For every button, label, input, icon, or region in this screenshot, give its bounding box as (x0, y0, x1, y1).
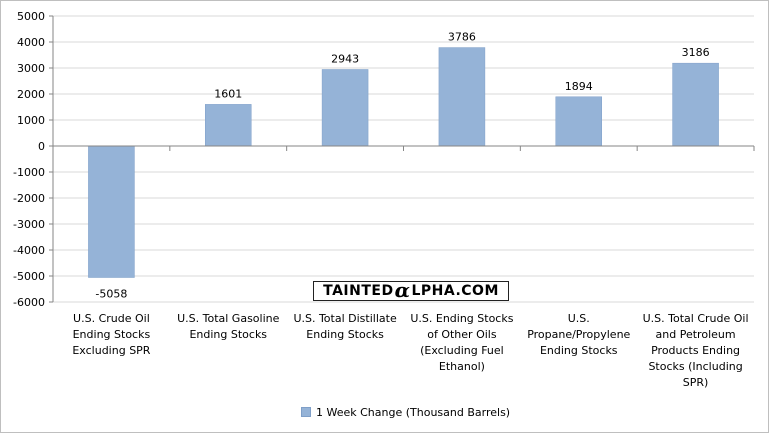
bar (205, 104, 252, 147)
bar (88, 145, 135, 278)
data-label: 3186 (682, 46, 710, 59)
y-tick-label: 4000 (17, 36, 45, 49)
y-tick-label: 5000 (17, 10, 45, 23)
y-tick-label: -2000 (13, 192, 45, 205)
category-label: U.S. Total Crude Oil and Petroleum Produ… (642, 312, 749, 389)
watermark-text-left: TAINTED (323, 283, 394, 299)
bar (672, 62, 719, 147)
y-tick-label: -4000 (13, 244, 45, 257)
y-tick-label: 3000 (17, 62, 45, 75)
data-label: 2943 (331, 52, 359, 65)
watermark-logo: TAINTED α LPHA.COM (313, 278, 509, 302)
legend: 1 Week Change (Thousand Barrels) (301, 405, 510, 419)
y-tick-label: 0 (38, 140, 45, 153)
y-tick-label: -3000 (13, 218, 45, 231)
y-tick-label: 2000 (17, 88, 45, 101)
category-label: U.S. Total Gasoline Ending Stocks (177, 312, 280, 341)
y-tick-label: -1000 (13, 166, 45, 179)
category-label: U.S. Crude Oil Ending Stocks Excluding S… (72, 312, 151, 357)
legend-swatch (301, 407, 311, 417)
data-label: 3786 (448, 31, 476, 44)
data-label: 1601 (214, 87, 242, 100)
y-tick-label: -5000 (13, 270, 45, 283)
data-label: -5058 (95, 288, 127, 301)
category-label: U.S. Propane/Propylene Ending Stocks (527, 312, 631, 357)
y-tick-label: 1000 (17, 114, 45, 127)
legend-label: 1 Week Change (Thousand Barrels) (316, 405, 511, 419)
watermark-alpha: α (394, 278, 411, 302)
y-tick-label: -6000 (13, 296, 45, 309)
bar (438, 47, 486, 147)
data-label: 1894 (565, 80, 593, 93)
category-label: U.S. Ending Stocks of Other Oils (Exclud… (410, 312, 514, 373)
bar (555, 96, 602, 147)
bar (321, 69, 369, 147)
category-label: U.S. Total Distillate Ending Stocks (293, 312, 397, 341)
watermark-text-right: LPHA.COM (411, 283, 499, 299)
